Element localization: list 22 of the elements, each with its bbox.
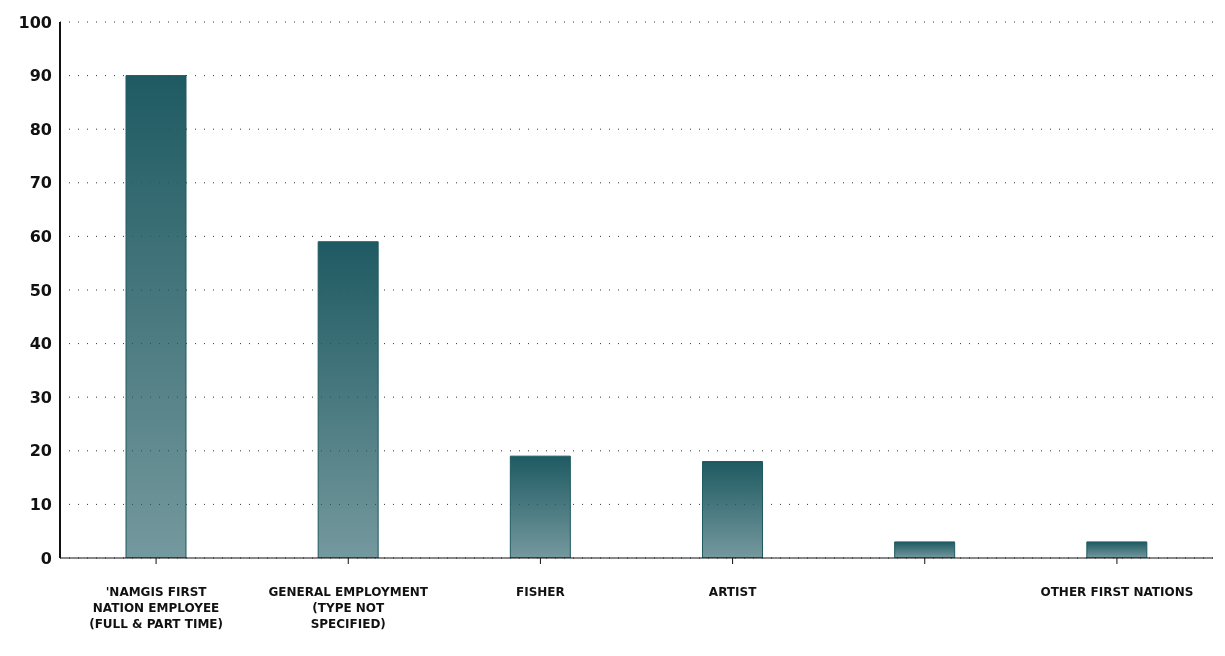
- x-tick-label: GENERAL EMPLOYMENT (TYPE NOT SPECIFIED): [268, 585, 429, 631]
- bar: [509, 455, 571, 558]
- y-tick-label: 10: [29, 495, 52, 515]
- y-tick-label: 70: [29, 173, 52, 193]
- y-tick-label: 50: [29, 280, 52, 300]
- x-tick-label: FISHER: [516, 585, 565, 599]
- y-tick-label: 80: [29, 119, 52, 139]
- y-tick-label: 40: [29, 334, 52, 354]
- y-tick-label: 90: [29, 66, 52, 86]
- bar: [702, 461, 763, 558]
- x-tick-label: OTHER FIRST NATIONS: [1040, 585, 1194, 599]
- x-tick-label: 'NAMGIS FIRST NATION EMPLOYEE (FULL & PART TIME): [89, 585, 224, 631]
- x-tick-label: ARTIST: [708, 585, 758, 599]
- y-tick-label: 60: [29, 227, 52, 247]
- y-tick-label: 30: [29, 387, 52, 407]
- y-tick-label: 100: [18, 12, 52, 32]
- y-tick-label: 0: [40, 548, 52, 568]
- bar: [894, 541, 956, 558]
- bar: [1086, 541, 1148, 558]
- y-tick-label: 20: [29, 441, 52, 461]
- bar: [125, 75, 187, 558]
- bar: [317, 241, 379, 558]
